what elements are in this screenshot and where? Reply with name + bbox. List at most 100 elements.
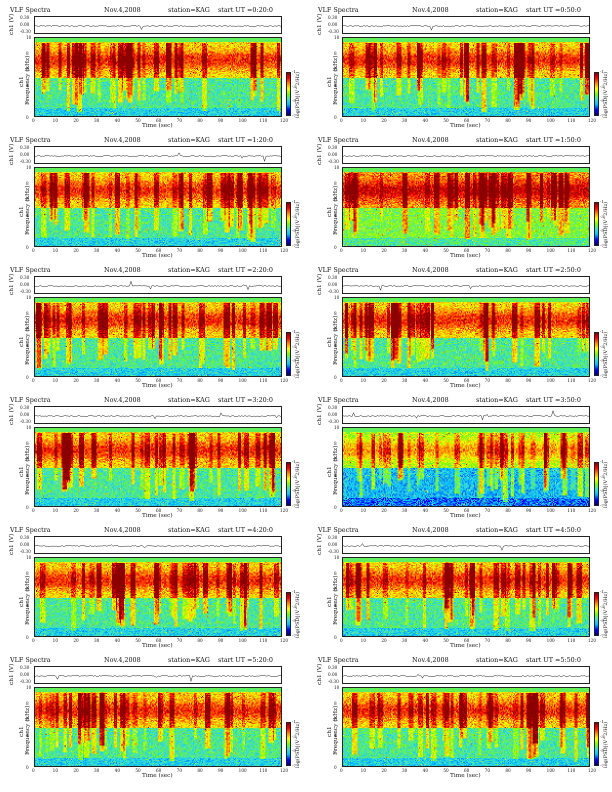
x-tick-label: 10: [360, 248, 366, 253]
x-tick-label: 30: [402, 378, 408, 383]
x-tick-label: 10: [360, 768, 366, 773]
x-tick-label: 70: [484, 118, 490, 123]
signal-axis-label: ch1 (V): [317, 143, 323, 165]
x-tick-label: 50: [443, 638, 449, 643]
x-tick-label: 120: [588, 768, 596, 773]
signal-tick-label: 0.30: [20, 535, 30, 540]
x-tick-label: 70: [176, 638, 182, 643]
x-tick-label: 100: [546, 638, 555, 643]
y-axis-label: Frequency (kHz): [25, 315, 31, 365]
x-tick-label: 40: [114, 248, 120, 253]
x-tick-label: 80: [197, 508, 203, 513]
colorbar-tick-label: -3: [600, 213, 604, 219]
panel-title: VLF Spectra: [318, 136, 359, 144]
panel-date: Nov.4,2008: [412, 6, 449, 14]
y-tick-label: 4: [334, 82, 337, 88]
y-tick-label: 10: [26, 554, 32, 560]
signal-axis-label: ch1 (V): [317, 13, 323, 35]
colorbar-tick-label: -3: [292, 213, 296, 219]
x-tick-label: 0: [32, 118, 35, 123]
signal-tick-label: 0.00: [328, 412, 338, 417]
x-tick-label: 90: [526, 638, 532, 643]
colorbar: [286, 722, 291, 766]
waveform-line: [35, 280, 281, 291]
spectrogram-panel: VLF Spectra Nov.4,2008 station=KAG start UT…: [316, 396, 609, 521]
x-tick-label: 10: [360, 508, 366, 513]
colorbar-tick-label: -5: [600, 358, 604, 364]
x-tick-label: 20: [381, 508, 387, 513]
y-tick-label: 6: [26, 716, 29, 722]
panel-title: VLF Spectra: [10, 396, 51, 404]
x-tick-label: 0: [32, 508, 35, 513]
x-tick-label: 80: [505, 768, 511, 773]
colorbar-tick-label: -7: [292, 373, 296, 378]
signal-tick-label: 0.00: [20, 22, 30, 27]
colorbar-label: log(PSD[(V^2/Hz): [295, 591, 301, 638]
y-tick-label: 0: [26, 634, 29, 640]
x-tick-label: 10: [52, 638, 58, 643]
colorbar-tick-label: -3: [600, 473, 604, 479]
panel-title: VLF Spectra: [10, 266, 51, 274]
x-tick-label: 70: [176, 768, 182, 773]
colorbar-label: log(PSD[(V^2/Hz): [295, 71, 301, 118]
panel-title: VLF Spectra: [318, 266, 359, 274]
signal-tick-label: 0.00: [328, 542, 338, 547]
y-tick-label: 2: [26, 228, 29, 234]
x-tick-label: 100: [546, 248, 555, 253]
x-tick-label: 50: [135, 248, 141, 253]
y-axis-label: Frequency (kHz): [333, 315, 339, 365]
x-tick-label: 50: [443, 768, 449, 773]
y-axis-label: Frequency (kHz): [333, 575, 339, 625]
signal-tick-label: 0.00: [328, 672, 338, 677]
x-tick-label: 100: [546, 768, 555, 773]
waveform-trace: [343, 284, 589, 291]
y-tick-label: 8: [26, 440, 29, 446]
x-tick-label: 40: [114, 638, 120, 643]
panel-date: Nov.4,2008: [104, 6, 141, 14]
x-tick-label: 40: [422, 378, 428, 383]
panel-station: station=KAG: [476, 266, 518, 274]
x-tick-label: 80: [197, 638, 203, 643]
y-tick-label: 2: [334, 358, 337, 364]
y-axis-label: Frequency (kHz): [333, 185, 339, 235]
signal-tick-label: 0.30: [20, 405, 30, 410]
waveform-strip: [34, 276, 282, 294]
x-axis-label: Time (sec): [450, 383, 481, 389]
x-tick-label: 60: [464, 638, 470, 643]
x-tick-label: 100: [238, 378, 247, 383]
y-tick-label: 6: [26, 586, 29, 592]
colorbar-tick-label: -5: [600, 488, 604, 494]
x-tick-label: 30: [94, 378, 100, 383]
panel-station: station=KAG: [476, 396, 518, 404]
x-tick-label: 120: [280, 638, 288, 643]
colorbar-tick-label: -1: [292, 329, 296, 334]
signal-tick-label: 0.00: [20, 282, 30, 287]
x-tick-label: 0: [32, 378, 35, 383]
signal-tick-label: 0.30: [20, 665, 30, 670]
y-axis-label: Frequency (kHz): [25, 575, 31, 625]
y-axis-label: Frequency (kHz): [25, 445, 31, 495]
waveform-line: [343, 25, 589, 31]
y-tick-label: 0: [334, 634, 337, 640]
x-tick-label: 40: [422, 508, 428, 513]
x-tick-label: 110: [567, 638, 576, 643]
spectrogram-panel: VLF Spectra Nov.4,2008 station=KAG start UT…: [316, 266, 609, 391]
signal-axis-label: ch1 (V): [9, 533, 15, 555]
x-tick-label: 70: [484, 508, 490, 513]
x-tick-label: 100: [238, 638, 247, 643]
y-tick-label: 6: [26, 66, 29, 72]
x-tick-label: 90: [526, 508, 532, 513]
y-tick-label: 4: [26, 472, 29, 478]
signal-tick-label: 0.30: [20, 15, 30, 20]
signal-tick-label: -0.30: [20, 289, 31, 294]
panel-station: station=KAG: [168, 526, 210, 534]
y-tick-label: 2: [334, 98, 337, 104]
colorbar-tick-label: -7: [600, 763, 604, 768]
spectrogram-panel: VLF Spectra Nov.4,2008 station=KAG start UT…: [8, 266, 301, 391]
x-tick-label: 90: [218, 118, 224, 123]
colorbar-label: log(PSD[(V^2/Hz): [603, 201, 609, 248]
waveform-line: [35, 544, 281, 549]
x-axis-label: Time (sec): [142, 253, 173, 259]
colorbar-label: log(PSD[(V^2/Hz): [603, 461, 609, 508]
panel-date: Nov.4,2008: [104, 656, 141, 664]
